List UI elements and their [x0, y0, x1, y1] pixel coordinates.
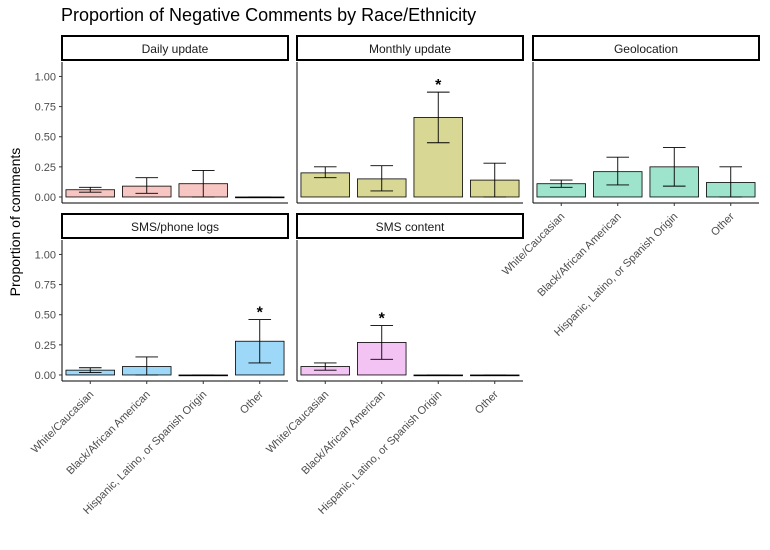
- x-tick-label: Hispanic, Latino, or Spanish Origin: [81, 389, 209, 517]
- x-tick-label: Hispanic, Latino, or Spanish Origin: [316, 389, 444, 517]
- facet-label-monthly-update: Monthly update: [369, 42, 451, 56]
- significance-marker: *: [379, 311, 386, 328]
- y-tick-label: 0.75: [35, 280, 56, 292]
- y-tick-label: 0.25: [35, 340, 56, 352]
- y-tick-label: 0.00: [35, 192, 56, 204]
- x-tick-label: Other: [709, 210, 737, 238]
- x-tick-label: Other: [238, 388, 266, 416]
- y-tick-label: 1.00: [35, 71, 56, 83]
- y-axis-title: Proportion of comments: [7, 148, 23, 297]
- facet-strip-sms-phone-logs: [61, 213, 289, 239]
- facet-label-geolocation: Geolocation: [614, 42, 678, 56]
- facet-strip-daily-update: [61, 35, 289, 61]
- significance-marker: *: [257, 305, 264, 322]
- y-tick-label: 0.75: [35, 102, 56, 114]
- facet-label-sms-phone-logs: SMS/phone logs: [131, 220, 219, 234]
- facet-label-sms-content: SMS content: [376, 220, 445, 234]
- x-tick-label: Hispanic, Latino, or Spanish Origin: [552, 211, 680, 339]
- significance-marker: *: [435, 77, 442, 94]
- facet-strip-monthly-update: [296, 35, 524, 61]
- y-tick-label: 0.25: [35, 162, 56, 174]
- y-tick-label: 1.00: [35, 249, 56, 261]
- facet-label-daily-update: Daily update: [142, 42, 209, 56]
- chart-title: Proportion of Negative Comments by Race/…: [61, 5, 477, 25]
- y-tick-label: 0.50: [35, 132, 56, 144]
- y-tick-label: 0.50: [35, 310, 56, 322]
- facet-strip-sms-content: [296, 213, 524, 239]
- facet-strip-geolocation: [532, 35, 760, 61]
- x-tick-label: Other: [473, 388, 501, 416]
- y-tick-label: 0.00: [35, 370, 56, 382]
